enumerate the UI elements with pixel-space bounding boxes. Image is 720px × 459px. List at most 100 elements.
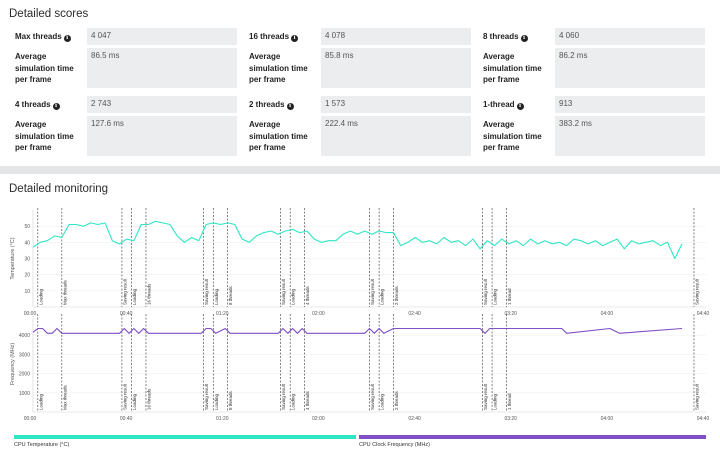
sim-time-value: 127.6 ms (87, 116, 237, 156)
detailed-scores-title: Detailed scores (9, 8, 89, 20)
event-marker-label: Saving result (370, 383, 375, 410)
thread-label-text: Max threads (15, 32, 62, 41)
y-tick-label: 50 (24, 224, 30, 230)
x-tick-label: 03:20 (504, 416, 517, 422)
event-marker-label: Saving result (370, 278, 375, 305)
y-tick-label: 2000 (19, 372, 30, 378)
event-marker-label: Max threads (62, 384, 67, 410)
sim-time-value: 86.5 ms (87, 48, 237, 88)
x-tick-label: 01:20 (216, 311, 229, 317)
y-tick-label: 3000 (19, 352, 30, 358)
x-tick-label: 04:00 (601, 416, 614, 422)
sim-time-value: 85.8 ms (321, 48, 471, 88)
thread-label: 4 threads i (15, 99, 60, 111)
thread-label: 8 threads i (483, 31, 528, 43)
thread-label: 2 threads i (249, 99, 294, 111)
event-marker-label: Loading (132, 393, 137, 410)
info-icon[interactable]: i (520, 35, 528, 42)
event-marker-label: Saving result (694, 383, 699, 410)
event-marker-label: Saving result (122, 278, 127, 305)
sim-time-label: Average simulation time per frame (483, 52, 542, 84)
event-marker-label: Loading (291, 393, 296, 410)
thread-label-text: 1-thread (483, 100, 515, 109)
event-marker-label: Loading (493, 393, 498, 410)
thread-label-text: 4 threads (15, 100, 51, 109)
thread-label-text: 8 threads (483, 32, 519, 41)
event-marker-label: Loading (132, 288, 137, 305)
event-marker-label: Saving result (281, 383, 286, 410)
detailed-monitoring-title: Detailed monitoring (9, 183, 109, 195)
event-marker-label: Saving result (483, 278, 488, 305)
x-tick-label: 04:40 (697, 311, 710, 317)
score-value: 4 047 (87, 28, 237, 45)
sim-time-label: Average simulation time per frame (249, 120, 308, 152)
x-tick-label: 00:00 (24, 416, 37, 422)
event-marker-label: Loading (38, 288, 43, 305)
score-value: 4 078 (321, 28, 471, 45)
info-icon[interactable]: i (516, 103, 524, 110)
event-marker-label: 1 thread (507, 393, 512, 410)
sim-time-value: 383.2 ms (555, 116, 705, 156)
y-axis-label: Frequency (MHz) (10, 343, 16, 386)
thread-label-text: 16 threads (249, 32, 290, 41)
thread-label: Max threads i (15, 31, 71, 43)
event-marker-label: Loading (291, 288, 296, 305)
score-value: 2 743 (87, 96, 237, 113)
event-marker-label: Saving result (204, 278, 209, 305)
event-marker-label: Saving result (694, 278, 699, 305)
sim-time-label: Average simulation time per frame (249, 52, 308, 84)
info-icon[interactable]: i (291, 35, 299, 42)
thread-label: 16 threads i (249, 31, 299, 43)
x-tick-label: 00:00 (24, 311, 37, 317)
info-icon[interactable]: i (63, 35, 71, 42)
event-marker-label: 4 threads (305, 285, 310, 305)
detailed-monitoring-panel: Detailed monitoring 10 20 30 40 50 00:00 00:40… (0, 174, 720, 459)
thread-label: 1-thread i (483, 99, 524, 111)
sim-time-value: 222.4 ms (321, 116, 471, 156)
y-tick-label: 30 (24, 257, 30, 263)
x-tick-label: 00:40 (120, 416, 133, 422)
temperature-legend-label: CPU Temperature (°C) (14, 442, 70, 448)
event-marker-label: Max threads (62, 279, 67, 305)
x-tick-label: 00:40 (120, 311, 133, 317)
sim-time-label: Average simulation time per frame (15, 120, 74, 152)
y-tick-label: 1000 (19, 391, 30, 397)
y-tick-label: 40 (24, 240, 30, 246)
y-tick-label: 4000 (19, 333, 30, 339)
info-icon[interactable]: i (286, 103, 294, 110)
event-marker-label: 4 threads (305, 390, 310, 410)
temperature-series-line (32, 220, 683, 260)
y-tick-label: 20 (24, 273, 30, 279)
event-marker-label: 2 threads (394, 285, 399, 305)
frequency-series-line (32, 327, 683, 334)
event-marker-label: 2 threads (394, 390, 399, 410)
event-marker-label: Loading (38, 393, 43, 410)
event-marker-label: 1 thread (507, 288, 512, 305)
info-icon[interactable]: i (52, 103, 60, 110)
event-marker-label: Saving result (204, 383, 209, 410)
score-value: 1 573 (321, 96, 471, 113)
temperature-legend-bar[interactable] (14, 435, 356, 439)
frequency-legend-label: CPU Clock Frequency (MHz) (359, 442, 430, 448)
sim-time-label: Average simulation time per frame (15, 52, 74, 84)
sim-time-value: 86.2 ms (555, 48, 705, 88)
thread-label-text: 2 threads (249, 100, 285, 109)
event-marker-label: Saving result (483, 383, 488, 410)
x-tick-label: 04:40 (697, 416, 710, 422)
frequency-legend-bar[interactable] (359, 435, 706, 439)
event-marker-label: Saving result (122, 383, 127, 410)
event-marker-label: Loading (493, 288, 498, 305)
event-marker-label: Loading (380, 288, 385, 305)
score-value: 4 060 (555, 28, 705, 45)
x-tick-label: 02:40 (408, 311, 421, 317)
x-tick-label: 02:00 (312, 311, 325, 317)
x-tick-label: 02:40 (408, 416, 421, 422)
x-tick-label: 04:00 (601, 311, 614, 317)
event-marker-label: 16 threads (146, 283, 151, 305)
event-marker-label: 8 threads (228, 390, 233, 410)
x-tick-label: 03:20 (504, 311, 517, 317)
event-marker-label: 8 threads (228, 285, 233, 305)
event-marker-label: 16 threads (146, 388, 151, 410)
event-marker-label: Saving result (281, 278, 286, 305)
x-tick-label: 01:20 (216, 416, 229, 422)
